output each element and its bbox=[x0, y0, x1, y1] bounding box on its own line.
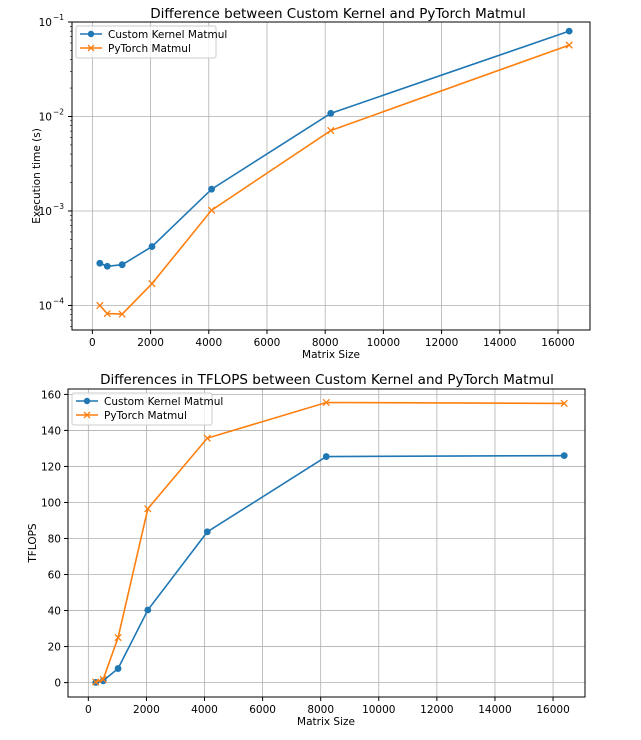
legend: Custom Kernel Matmul PyTorch Matmul bbox=[75, 25, 227, 59]
series-line bbox=[99, 30, 570, 268]
data-point bbox=[96, 259, 104, 267]
x-tick-label: 6000 bbox=[249, 704, 276, 716]
data-point bbox=[327, 109, 335, 117]
x-tick-label: 0 bbox=[89, 337, 96, 349]
legend-marker bbox=[87, 30, 95, 38]
data-point bbox=[96, 301, 104, 310]
tflops-chart: Differences in TFLOPS between Custom Ker… bbox=[27, 372, 586, 728]
legend-marker bbox=[83, 397, 91, 405]
y-tick-label: 160 bbox=[41, 389, 61, 401]
x-tick-label: 10000 bbox=[367, 337, 400, 349]
y-axis-label: Execution time (s) bbox=[31, 128, 43, 224]
chart-title: Difference between Custom Kernel and PyT… bbox=[150, 6, 526, 22]
y-tick-label: 10 bbox=[39, 300, 52, 312]
y-tick-label: 40 bbox=[48, 606, 61, 618]
data-point bbox=[118, 310, 126, 318]
legend-label: Custom Kernel Matmul bbox=[108, 29, 227, 41]
x-tick-label: 16000 bbox=[541, 337, 574, 349]
x-tick-label: 2000 bbox=[137, 337, 164, 349]
legend-label: PyTorch Matmul bbox=[108, 43, 191, 55]
x-tick-label: 14000 bbox=[478, 704, 511, 716]
x-axis-label: Matrix Size bbox=[302, 349, 360, 361]
chart-title: Differences in TFLOPS between Custom Ker… bbox=[100, 372, 554, 388]
x-tick-label: 12000 bbox=[420, 704, 453, 716]
y-tick-label: 120 bbox=[41, 461, 61, 473]
x-tick-label: 14000 bbox=[483, 337, 516, 349]
y-tick-label: 140 bbox=[41, 425, 61, 437]
data-point bbox=[322, 453, 330, 460]
x-axis-label: Matrix Size bbox=[297, 716, 355, 728]
y-tick-label: 10 bbox=[39, 206, 52, 218]
y-tick-exponent: −1 bbox=[53, 13, 64, 22]
x-tick-label: 12000 bbox=[425, 337, 458, 349]
data-point bbox=[103, 262, 111, 270]
legend-marker bbox=[83, 411, 91, 419]
data-point bbox=[144, 505, 152, 513]
y-tick-exponent: −4 bbox=[53, 296, 64, 305]
series-line bbox=[95, 454, 565, 684]
data-point bbox=[118, 261, 126, 269]
x-tick-label: 10000 bbox=[362, 704, 395, 716]
plot-frame bbox=[67, 388, 586, 698]
x-tick-label: 8000 bbox=[307, 704, 334, 716]
y-tick-label: 80 bbox=[48, 533, 61, 545]
data-point bbox=[114, 633, 122, 642]
execution-time-chart: Difference between Custom Kernel and PyT… bbox=[31, 6, 591, 361]
legend-marker bbox=[87, 44, 95, 52]
data-point bbox=[207, 206, 216, 214]
data-point bbox=[114, 665, 122, 672]
x-tick-label: 8000 bbox=[312, 337, 339, 349]
y-tick-exponent: −3 bbox=[53, 202, 64, 211]
y-tick-label: 0 bbox=[54, 678, 61, 690]
x-tick-label: 2000 bbox=[133, 704, 160, 716]
data-point bbox=[144, 606, 152, 614]
y-tick-label: 10 bbox=[39, 111, 52, 123]
plot-frame bbox=[71, 21, 591, 331]
data-point bbox=[208, 185, 215, 193]
data-point bbox=[148, 280, 156, 288]
data-point bbox=[203, 528, 211, 536]
data-point bbox=[565, 41, 573, 49]
data-point bbox=[565, 27, 573, 35]
data-point bbox=[103, 309, 111, 318]
data-point bbox=[203, 434, 211, 442]
y-tick-exponent: −2 bbox=[53, 107, 64, 116]
series-line bbox=[99, 44, 570, 315]
x-tick-label: 6000 bbox=[254, 337, 281, 349]
data-point bbox=[148, 243, 156, 250]
y-tick-label: 10 bbox=[39, 17, 52, 29]
y-tick-label: 20 bbox=[48, 642, 61, 654]
legend-label: PyTorch Matmul bbox=[104, 410, 187, 422]
y-tick-label: 60 bbox=[48, 570, 61, 582]
legend: Custom Kernel Matmul PyTorch Matmul bbox=[71, 392, 223, 426]
data-point bbox=[327, 126, 335, 135]
x-tick-label: 16000 bbox=[536, 704, 569, 716]
y-axis-label: TFLOPS bbox=[27, 523, 39, 564]
data-point bbox=[322, 398, 330, 407]
data-point bbox=[92, 678, 100, 686]
data-point bbox=[560, 399, 568, 408]
series-line bbox=[95, 401, 565, 683]
x-tick-label: 4000 bbox=[191, 704, 218, 716]
data-point bbox=[99, 677, 107, 685]
y-tick-label: 100 bbox=[41, 497, 61, 509]
data-point bbox=[99, 675, 107, 684]
legend-label: Custom Kernel Matmul bbox=[104, 396, 223, 408]
x-tick-label: 4000 bbox=[195, 337, 222, 349]
data-point bbox=[560, 452, 568, 460]
x-tick-label: 0 bbox=[85, 704, 92, 716]
